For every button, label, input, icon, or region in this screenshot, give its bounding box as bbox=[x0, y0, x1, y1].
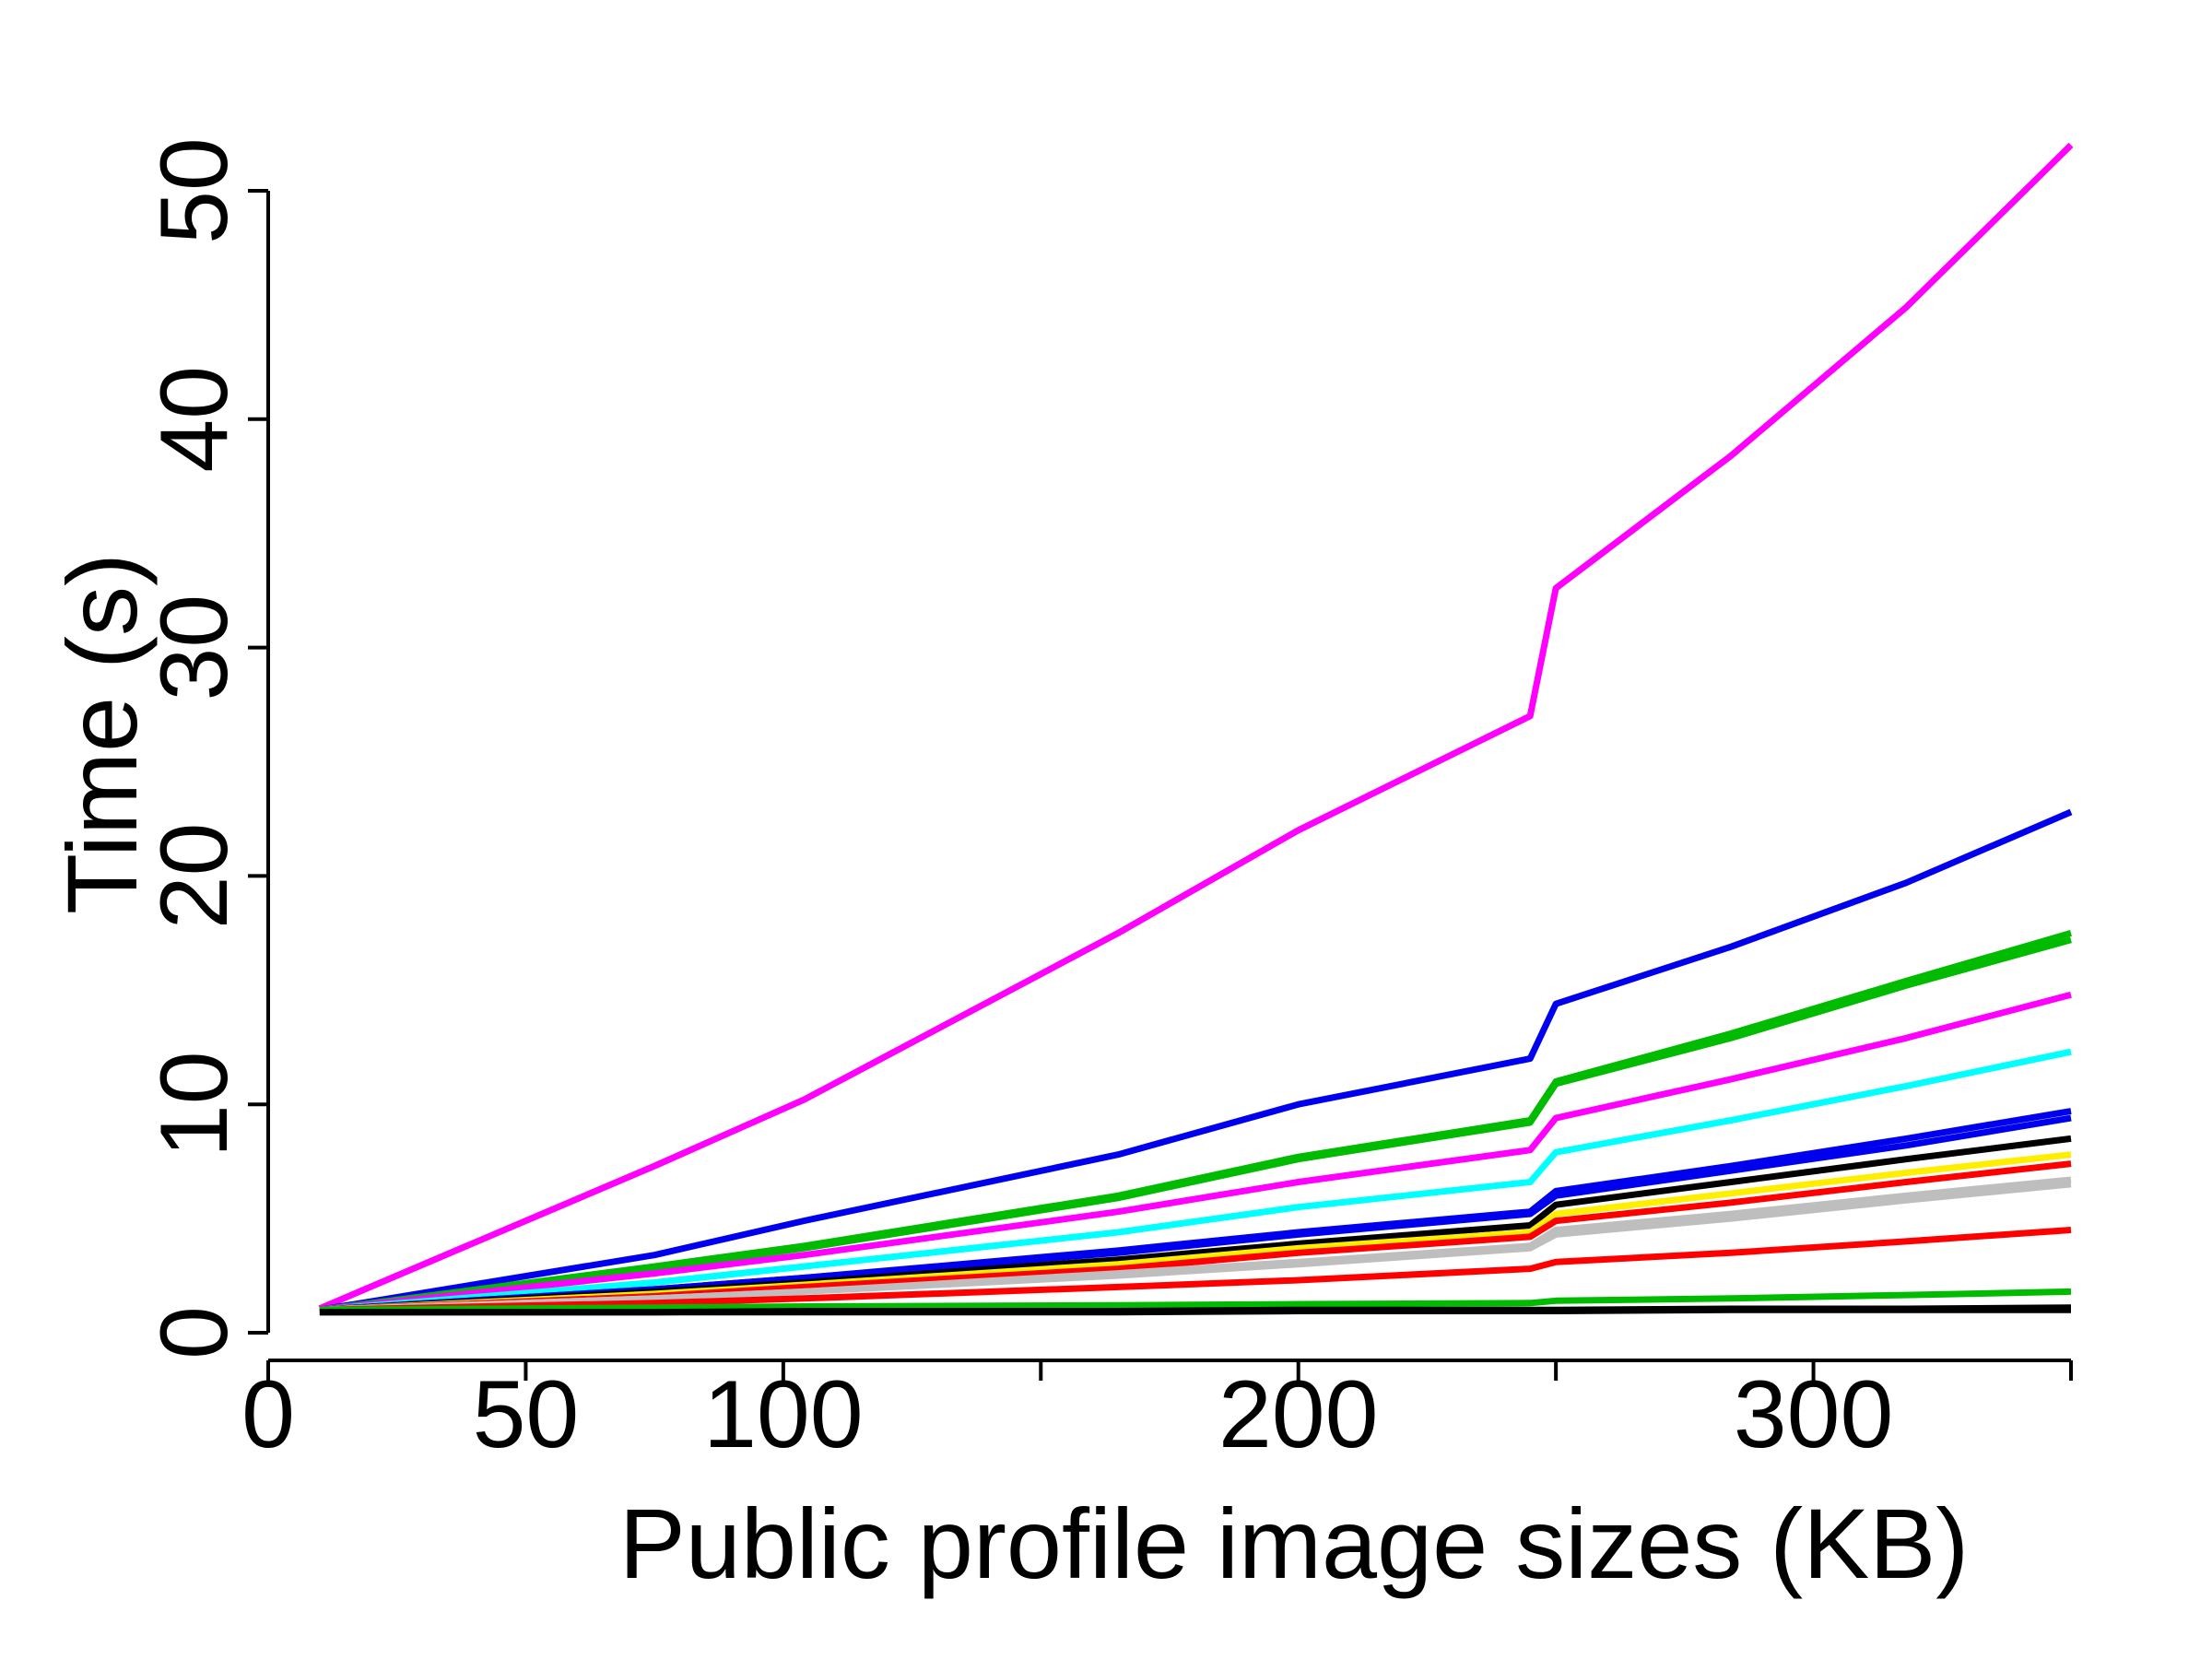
y-tick-label: 0 bbox=[141, 1306, 248, 1359]
x-tick-label: 300 bbox=[1734, 1361, 1894, 1468]
x-tick-label: 50 bbox=[473, 1361, 580, 1468]
y-tick-label: 40 bbox=[141, 366, 248, 473]
series-line bbox=[319, 936, 2072, 1313]
y-tick-label: 20 bbox=[141, 823, 248, 930]
series-line bbox=[319, 991, 2072, 1313]
y-tick-label: 50 bbox=[141, 137, 248, 244]
series-line bbox=[319, 1048, 2072, 1313]
x-tick-label: 0 bbox=[241, 1361, 295, 1468]
series-line bbox=[319, 1288, 2072, 1313]
series-line bbox=[319, 1160, 2072, 1313]
series-line bbox=[319, 808, 2073, 1313]
y-tick-label: 30 bbox=[141, 594, 248, 701]
y-tick-label: 10 bbox=[141, 1051, 248, 1158]
series-line bbox=[319, 1306, 2071, 1316]
x-tick-label: 200 bbox=[1218, 1361, 1379, 1468]
series-line bbox=[319, 1227, 2072, 1313]
y-axis-label: Time (s) bbox=[46, 553, 158, 914]
series-line bbox=[319, 1114, 2072, 1313]
series-line bbox=[319, 1181, 2072, 1313]
x-axis-label: Public profile image sizes (KB) bbox=[619, 1488, 1970, 1599]
x-tick-label: 100 bbox=[703, 1361, 864, 1468]
series-line bbox=[318, 142, 2074, 1312]
